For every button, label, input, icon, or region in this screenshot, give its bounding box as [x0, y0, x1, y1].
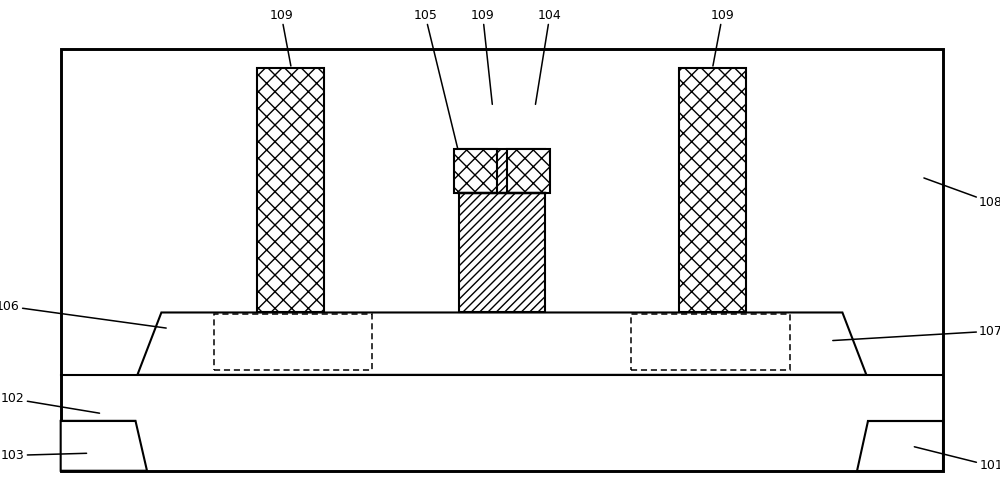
Text: 104: 104 [535, 8, 562, 105]
Bar [507, 149, 550, 193]
Polygon shape [61, 421, 147, 471]
Text: 109: 109 [711, 8, 734, 66]
Text: 106: 106 [0, 300, 166, 328]
Text: 103: 103 [1, 449, 87, 462]
Bar [214, 314, 372, 370]
Bar [454, 149, 497, 193]
Polygon shape [137, 312, 866, 375]
Text: 105: 105 [413, 8, 473, 212]
Bar [459, 149, 545, 312]
Text: 102: 102 [1, 392, 100, 413]
Text: 108: 108 [924, 178, 1000, 209]
Bar [257, 68, 324, 312]
Bar [631, 314, 790, 370]
Bar [61, 49, 943, 471]
Polygon shape [857, 421, 943, 471]
Text: 101: 101 [914, 447, 1000, 473]
Bar [679, 68, 746, 312]
Text: 107: 107 [833, 325, 1000, 341]
Text: 109: 109 [471, 8, 495, 105]
Text: 109: 109 [269, 8, 293, 66]
